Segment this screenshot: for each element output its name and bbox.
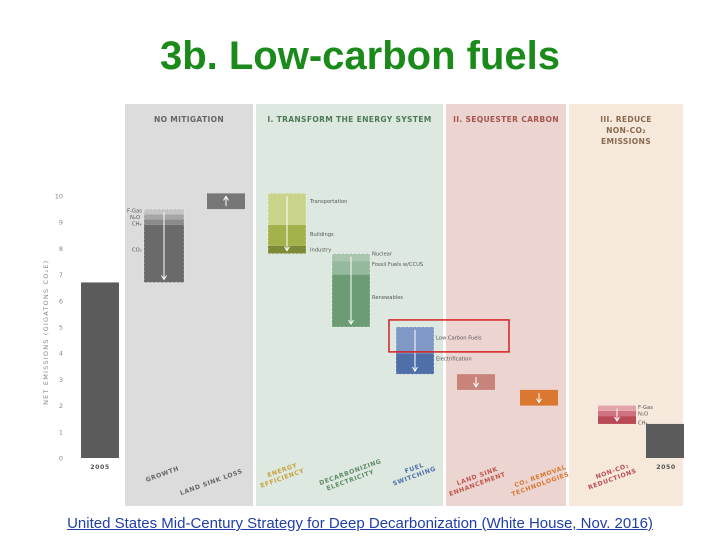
panel-background [125,104,253,506]
y-tick-label: 10 [55,193,63,201]
y-tick-label: 2 [59,402,63,410]
y-tick-label: 6 [59,297,63,305]
segment-label: Nuclear [372,252,393,258]
segment-label: F-Gas [638,405,653,411]
panel-title: I. TRANSFORM THE ENERGY SYSTEM [267,115,431,124]
y-tick-label: 1 [59,428,63,436]
arrow-head [536,398,542,404]
panel-background [446,104,566,506]
arrow-head [412,366,418,373]
segment-label: N₂O [638,411,648,417]
segment-label: CH₄ [132,222,142,228]
y-tick-label: 9 [59,219,63,227]
segment-label: Renewables [372,295,403,301]
segment-label: Industry [310,248,331,254]
segment-label: Low Carbon Fuels [436,335,482,341]
panel-title: EMISSIONS [601,137,651,146]
arrow-head [161,275,167,281]
x-tick-label: 2050 [656,464,676,471]
panel-title: NON-CO₂ [606,126,646,135]
bar-segment [144,209,184,215]
bar [81,282,119,458]
panel-title: NO MITIGATION [154,115,224,124]
y-tick-label: 3 [59,376,63,384]
slide-title: 3b. Low-carbon fuels [159,34,561,78]
segment-label: Transportation [309,199,347,205]
y-tick-label: 8 [59,245,63,253]
y-tick-label: 4 [59,350,63,358]
arrow-head [223,195,229,201]
source-caption[interactable]: United States Mid-Century Strategy for D… [67,515,653,532]
arrow-head [473,382,479,388]
segment-label: CH₄ [638,421,648,427]
bar-outline [395,326,435,375]
segment-label: Buildings [310,232,334,238]
arrow-head [348,319,354,325]
panel-title: III. REDUCE [600,115,652,124]
panel-title: II. SEQUESTER CARBON [453,115,559,124]
segment-label: N₂O [130,215,140,221]
segment-label: F-Gas [127,208,142,214]
y-tick-label: 5 [59,324,63,332]
y-tick-label: 0 [59,455,63,463]
segment-label: Electrification [436,356,472,362]
segment-label: CO₂ [132,248,142,254]
bar-outline [143,208,185,283]
y-axis-label: NET EMISSIONS (GIGATONS CO₂E) [42,260,50,405]
bar [646,423,684,458]
arrow-head [284,246,290,252]
x-tick-label: 2005 [90,464,110,471]
bar-segment [598,405,636,411]
segment-label: Fossil Fuels w/CCUS [372,262,423,268]
highlight-box [388,319,510,353]
arrow-head [614,416,620,422]
y-tick-label: 7 [59,271,63,279]
emissions-waterfall-chart: NO MITIGATION I. TRANSFORM THE ENERGY SYS… [42,104,684,506]
bar-outline [267,193,307,254]
